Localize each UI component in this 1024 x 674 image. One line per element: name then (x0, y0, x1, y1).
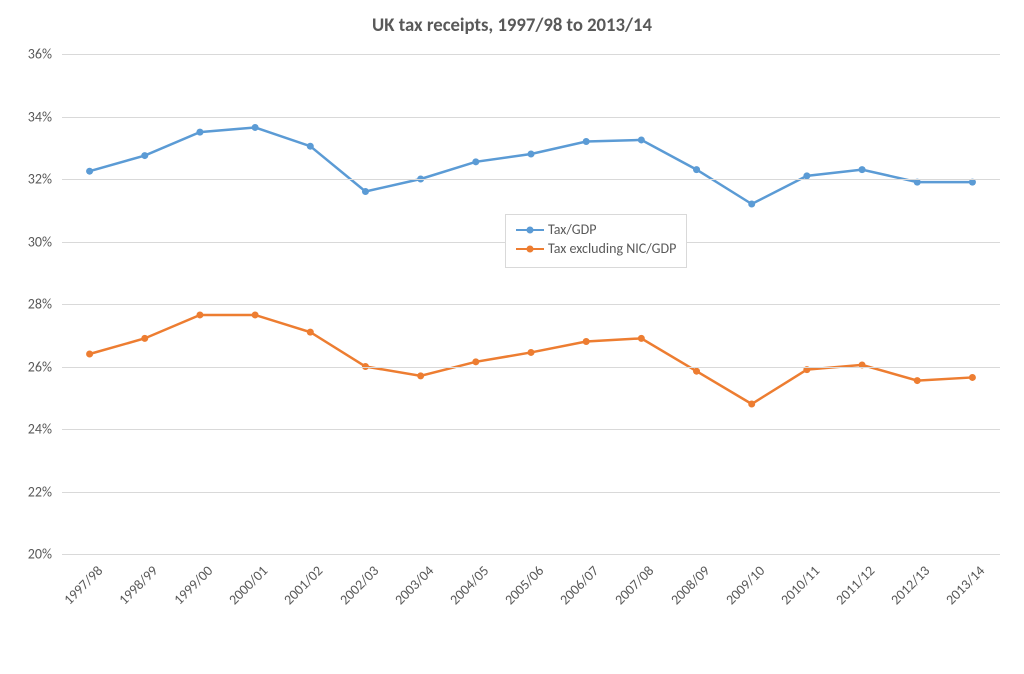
gridline (62, 304, 1000, 305)
series-marker-1 (969, 374, 976, 381)
y-axis-label: 26% (28, 358, 62, 375)
series-marker-1 (472, 358, 479, 365)
series-marker-0 (141, 152, 148, 159)
series-marker-0 (196, 129, 203, 136)
x-axis-label: 2003/04 (391, 562, 437, 608)
y-axis-label: 36% (28, 46, 62, 63)
series-marker-1 (528, 349, 535, 356)
x-axis-label: 2008/09 (667, 562, 713, 608)
series-marker-1 (252, 311, 259, 318)
gridline (62, 179, 1000, 180)
legend: Tax/GDPTax excluding NIC/GDP (505, 214, 687, 268)
series-marker-1 (693, 368, 700, 375)
chart-title: UK tax receipts, 1997/98 to 2013/14 (0, 14, 1024, 37)
series-marker-1 (638, 335, 645, 342)
y-axis-label: 28% (28, 296, 62, 313)
y-axis-label: 32% (28, 171, 62, 188)
series-marker-0 (638, 136, 645, 143)
x-axis-label: 2004/05 (446, 562, 492, 608)
legend-label: Tax excluding NIC/GDP (548, 240, 676, 259)
x-axis-label: 2000/01 (225, 562, 271, 608)
gridline (62, 367, 1000, 368)
series-marker-1 (583, 338, 590, 345)
gridline (62, 117, 1000, 118)
x-axis-label: 1999/00 (170, 562, 216, 608)
x-axis-label: 1997/98 (60, 562, 106, 608)
series-marker-1 (748, 401, 755, 408)
y-axis-label: 22% (28, 483, 62, 500)
y-axis-label: 30% (28, 233, 62, 250)
series-marker-0 (528, 151, 535, 158)
series-marker-1 (307, 329, 314, 336)
series-marker-0 (693, 166, 700, 173)
series-line-1 (90, 315, 973, 404)
y-axis-label: 24% (28, 421, 62, 438)
legend-swatch (516, 222, 544, 238)
series-marker-0 (472, 158, 479, 165)
series-marker-0 (859, 166, 866, 173)
x-axis-label: 2010/11 (777, 562, 823, 608)
series-marker-1 (914, 377, 921, 384)
y-axis-label: 20% (28, 546, 62, 563)
x-axis-label: 2006/07 (557, 562, 603, 608)
series-marker-0 (86, 168, 93, 175)
legend-label: Tax/GDP (548, 221, 596, 240)
x-axis-label: 2009/10 (722, 562, 768, 608)
gridline (62, 554, 1000, 555)
gridline (62, 492, 1000, 493)
legend-item: Tax/GDP (516, 221, 676, 240)
y-axis-label: 34% (28, 108, 62, 125)
gridline (62, 429, 1000, 430)
series-marker-1 (417, 372, 424, 379)
series-marker-0 (583, 138, 590, 145)
x-axis-label: 2013/14 (943, 562, 989, 608)
x-axis-label: 2007/08 (612, 562, 658, 608)
x-axis-label: 2005/06 (501, 562, 547, 608)
series-marker-0 (307, 143, 314, 150)
x-axis-label: 2011/12 (832, 562, 878, 608)
series-line-0 (90, 127, 973, 204)
x-axis-label: 2001/02 (281, 562, 327, 608)
plot-area: 20%22%24%26%28%30%32%34%36%1997/981998/9… (62, 54, 1000, 555)
series-marker-0 (362, 188, 369, 195)
legend-swatch (516, 241, 544, 257)
chart-container: UK tax receipts, 1997/98 to 2013/14 20%2… (0, 0, 1024, 674)
series-marker-1 (196, 311, 203, 318)
series-marker-1 (86, 351, 93, 358)
x-axis-label: 2002/03 (336, 562, 382, 608)
series-marker-0 (748, 201, 755, 208)
series-marker-1 (141, 335, 148, 342)
series-marker-0 (252, 124, 259, 131)
legend-item: Tax excluding NIC/GDP (516, 240, 676, 259)
x-axis-label: 1998/99 (115, 562, 161, 608)
x-axis-label: 2012/13 (888, 562, 934, 608)
gridline (62, 54, 1000, 55)
